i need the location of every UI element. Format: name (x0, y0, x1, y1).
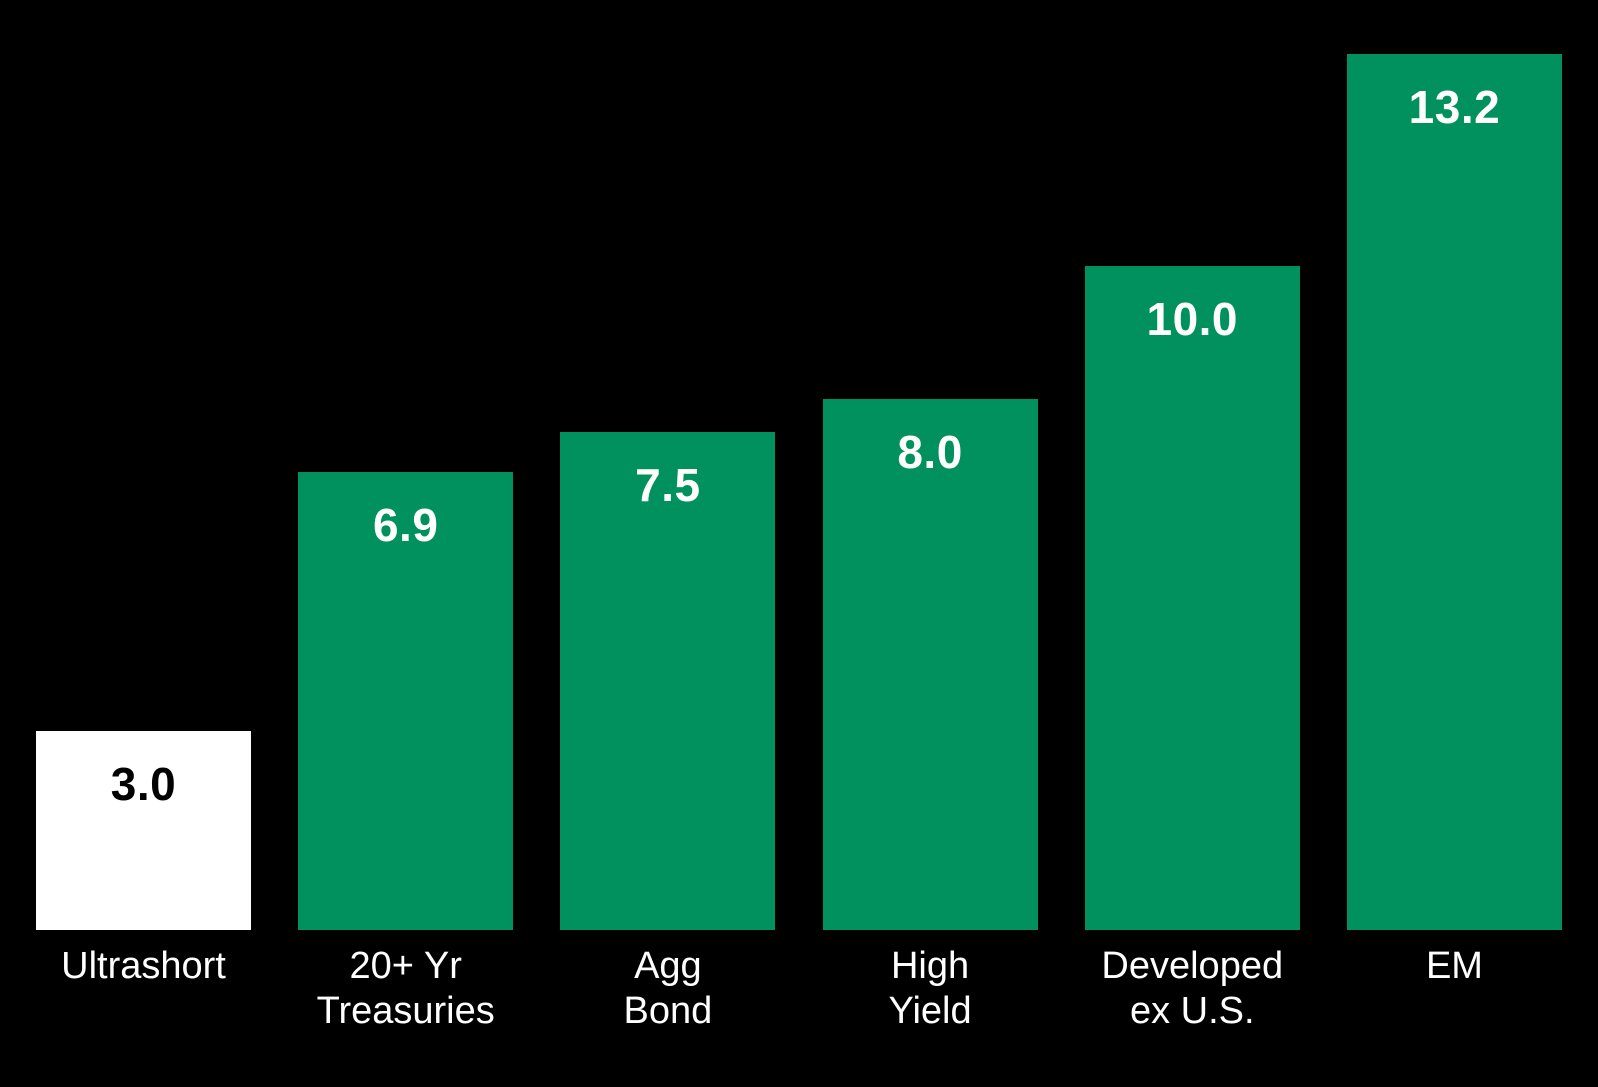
bar-column: 6.9 (298, 0, 514, 930)
category-label-line: 20+ Yr (349, 945, 462, 987)
bar-column: 7.5 (560, 0, 776, 930)
category-label: EM (1347, 944, 1562, 1034)
bar: 13.2 (1346, 54, 1562, 930)
bar: 3.0 (36, 731, 251, 930)
bar: 10.0 (1084, 266, 1300, 930)
bar: 8.0 (822, 399, 1038, 930)
category-label-line: Ultrashort (61, 945, 226, 987)
bar: 6.9 (298, 472, 514, 930)
bar-value-label: 10.0 (1146, 293, 1239, 345)
category-label: High Yield (823, 944, 1038, 1034)
category-label-line: Treasuries (316, 989, 495, 1032)
category-label: Developed ex U.S. (1085, 944, 1300, 1034)
plot-area: 3.0 6.9 7.5 8.0 10.0 13.2 (36, 0, 1562, 930)
category-label-line: Agg (634, 945, 702, 987)
bar-value-label: 13.2 (1408, 81, 1501, 133)
bar-column: 3.0 (36, 0, 251, 930)
category-label-line: High (890, 945, 970, 987)
category-axis: Ultrashort 20+ Yr Treasuries Agg Bond High Yie… (36, 944, 1562, 1034)
bar-value-label: 8.0 (897, 426, 963, 478)
bar-value-label: 6.9 (372, 499, 439, 551)
category-label-line: Yield (888, 989, 972, 1032)
bar-value-label: 7.5 (635, 459, 701, 511)
bar-column: 13.2 (1346, 0, 1562, 930)
bar-value-label: 3.0 (110, 758, 177, 810)
bar-column: 10.0 (1084, 0, 1300, 930)
category-label-line: Bond (623, 989, 713, 1032)
category-label: 20+ Yr Treasuries (298, 944, 513, 1034)
bar: 7.5 (560, 432, 776, 930)
category-label: Agg Bond (560, 944, 775, 1034)
category-label-line: ex U.S. (1129, 989, 1255, 1032)
category-label-line: Developed (1101, 945, 1284, 987)
category-label: Ultrashort (36, 944, 251, 1034)
category-label-line: EM (1425, 945, 1483, 987)
bar-column: 8.0 (822, 0, 1038, 930)
